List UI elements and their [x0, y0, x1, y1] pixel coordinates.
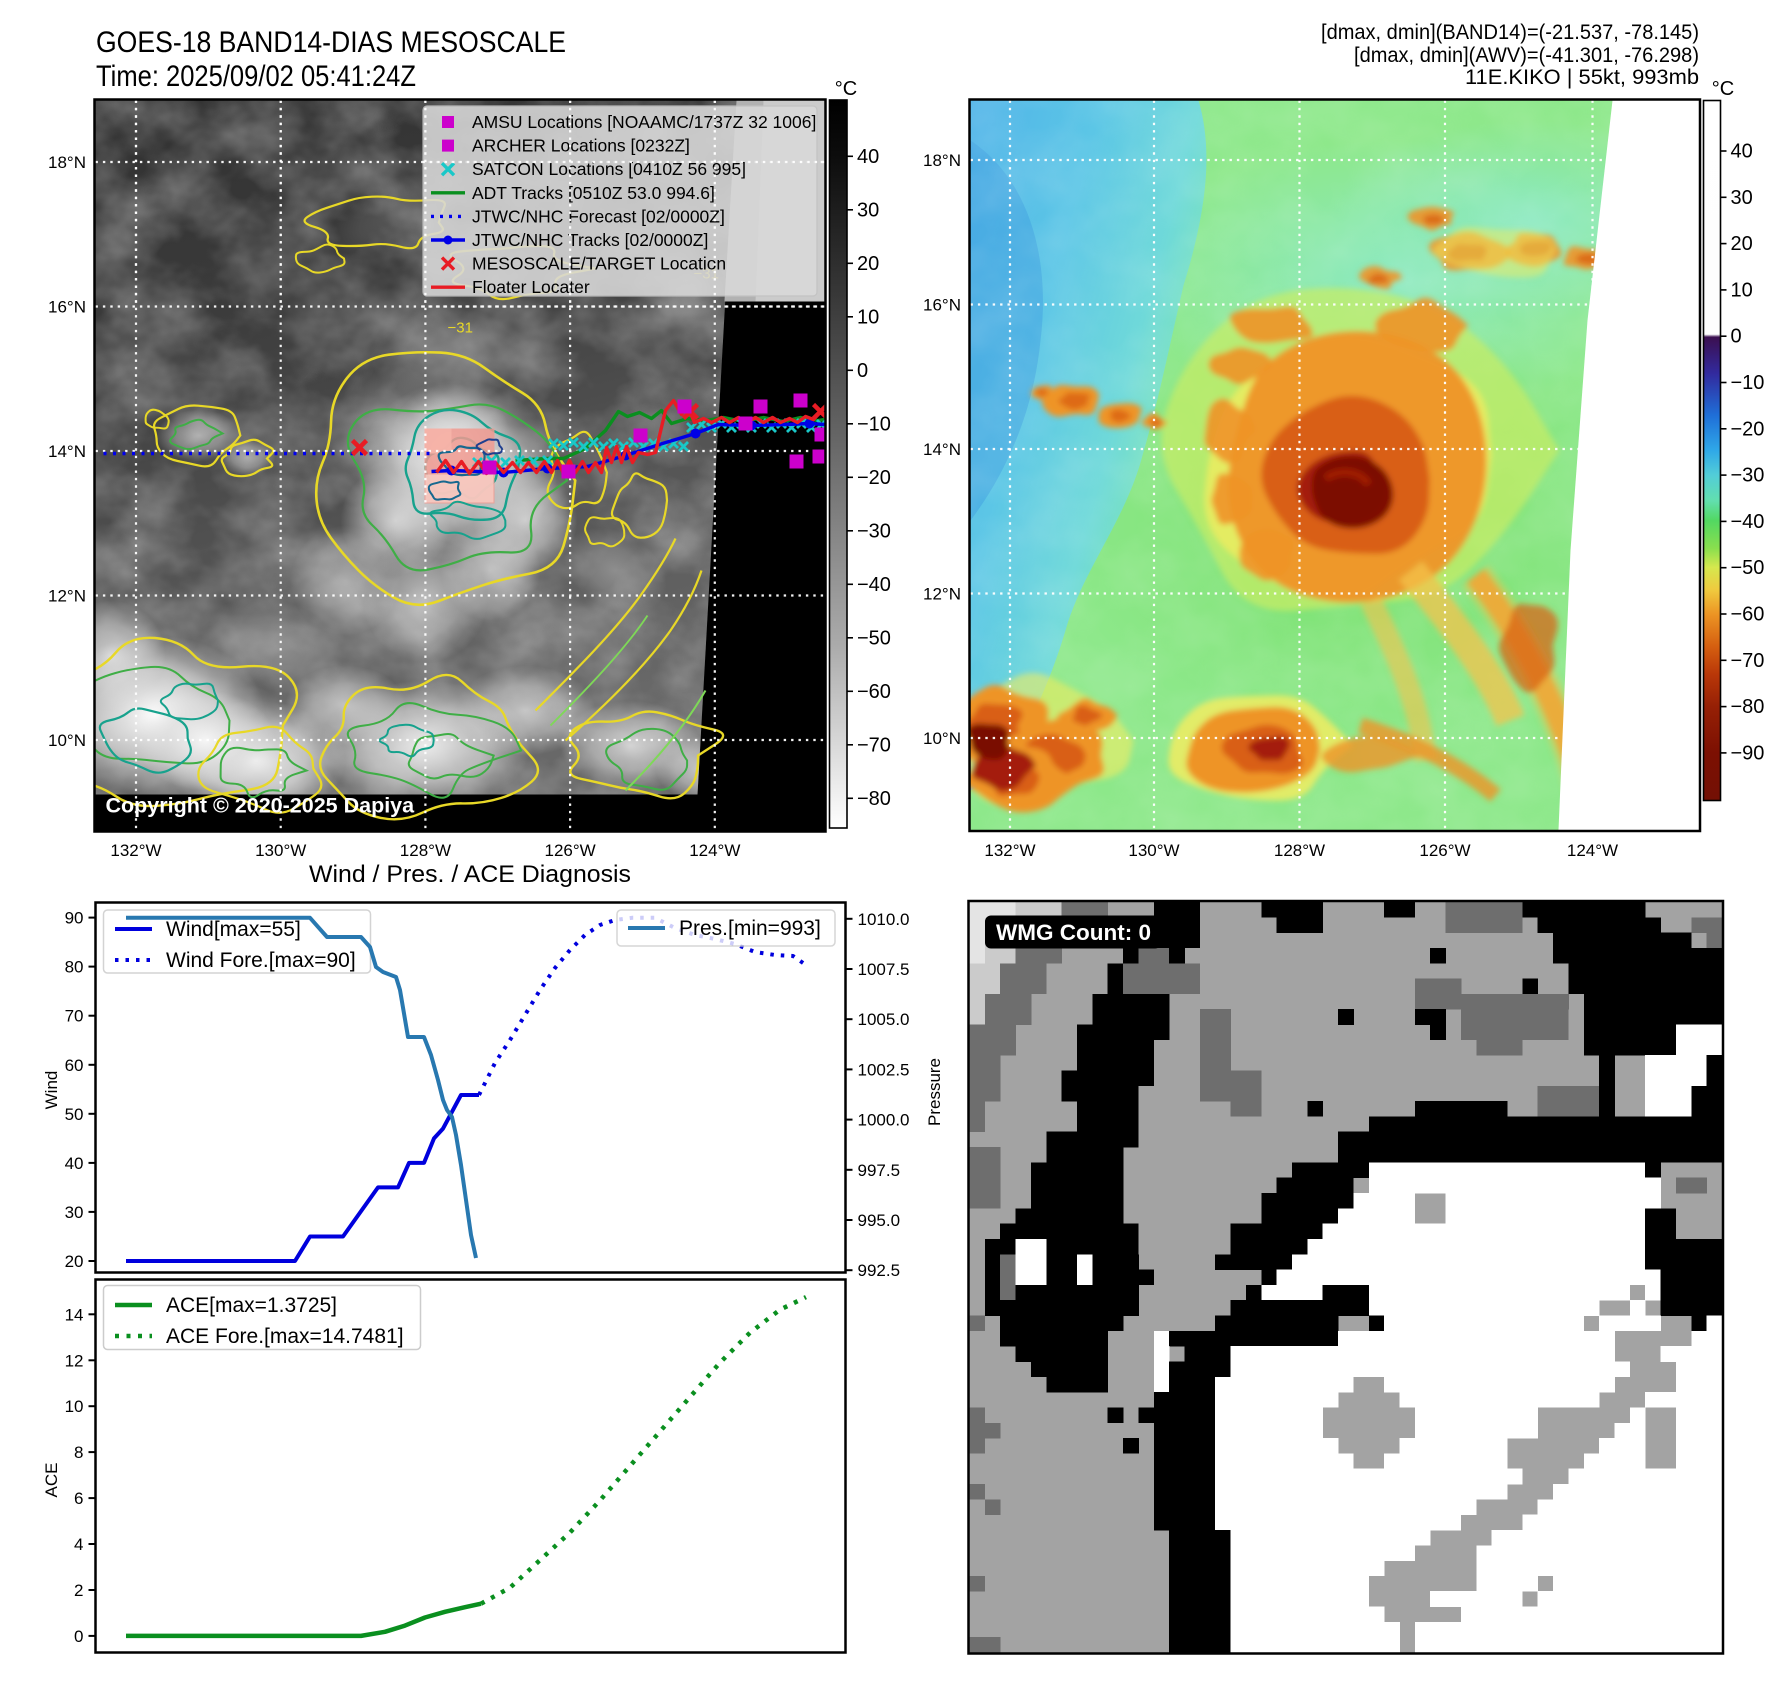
svg-text:130°W: 130°W: [1128, 841, 1179, 860]
svg-text:16°N: 16°N: [48, 298, 86, 317]
svg-text:12: 12: [65, 1351, 84, 1370]
svg-text:10°N: 10°N: [48, 731, 86, 750]
svg-text:−50: −50: [1731, 557, 1765, 579]
svg-text:992.5: 992.5: [858, 1261, 901, 1280]
svg-text:50: 50: [65, 1105, 84, 1124]
svg-text:124°W: 124°W: [1567, 841, 1618, 860]
svg-text:−20: −20: [857, 467, 891, 489]
svg-text:−31: −31: [448, 320, 473, 337]
svg-text:60: 60: [65, 1056, 84, 1075]
svg-text:−60: −60: [1731, 604, 1765, 626]
svg-text:130°W: 130°W: [255, 841, 306, 860]
svg-text:°C: °C: [835, 78, 857, 100]
svg-text:ACE: ACE: [42, 1463, 61, 1498]
svg-text:126°W: 126°W: [544, 841, 595, 860]
svg-text:JTWC/NHC Forecast [02/0000Z]: JTWC/NHC Forecast [02/0000Z]: [472, 206, 725, 226]
svg-text:8: 8: [74, 1443, 83, 1462]
svg-text:124°W: 124°W: [689, 841, 740, 860]
svg-text:14: 14: [65, 1305, 84, 1324]
svg-text:−10: −10: [1731, 372, 1765, 394]
svg-text:80: 80: [65, 958, 84, 977]
svg-text:−90: −90: [1731, 742, 1765, 764]
svg-text:128°W: 128°W: [1274, 841, 1325, 860]
svg-text:−10: −10: [857, 413, 891, 435]
svg-text:4: 4: [74, 1535, 83, 1554]
svg-text:20: 20: [65, 1252, 84, 1271]
svg-text:−60: −60: [857, 681, 891, 703]
svg-text:[dmax, dmin](AWV)=(-41.301, -7: [dmax, dmin](AWV)=(-41.301, -76.298): [1354, 43, 1699, 67]
svg-text:997.5: 997.5: [858, 1161, 901, 1180]
svg-text:−80: −80: [1731, 696, 1765, 718]
svg-text:0: 0: [857, 360, 868, 382]
svg-text:1005.0: 1005.0: [858, 1010, 910, 1029]
svg-text:SATCON Locations [0410Z 56 995: SATCON Locations [0410Z 56 995]: [472, 159, 746, 179]
svg-text:−50: −50: [857, 627, 891, 649]
svg-text:10: 10: [1731, 279, 1753, 301]
svg-text:16°N: 16°N: [923, 296, 961, 315]
svg-text:132°W: 132°W: [984, 841, 1035, 860]
svg-text:°C: °C: [1712, 78, 1734, 100]
svg-text:Copyright © 2020-2025 Dapiya: Copyright © 2020-2025 Dapiya: [106, 794, 416, 818]
svg-text:JTWC/NHC Tracks [02/0000Z]: JTWC/NHC Tracks [02/0000Z]: [472, 230, 708, 250]
svg-text:WMG Count: 0: WMG Count: 0: [996, 920, 1151, 945]
svg-text:14°N: 14°N: [923, 440, 961, 459]
svg-text:−40: −40: [857, 574, 891, 596]
svg-text:132°W: 132°W: [110, 841, 161, 860]
svg-text:ADT Tracks [0510Z 53.0 994.6]: ADT Tracks [0510Z 53.0 994.6]: [472, 183, 715, 203]
svg-text:Pres.[min=993]: Pres.[min=993]: [679, 917, 821, 940]
svg-text:Wind / Pres. / ACE Diagnosis: Wind / Pres. / ACE Diagnosis: [309, 861, 631, 888]
svg-text:12°N: 12°N: [48, 587, 86, 606]
svg-text:10: 10: [857, 306, 879, 328]
svg-text:10°N: 10°N: [923, 729, 961, 748]
svg-text:Wind[max=55]: Wind[max=55]: [166, 918, 301, 941]
svg-text:30: 30: [1731, 187, 1753, 209]
svg-text:30: 30: [65, 1203, 84, 1222]
svg-text:20: 20: [1731, 233, 1753, 255]
svg-text:−30: −30: [1731, 465, 1765, 487]
svg-text:70: 70: [65, 1007, 84, 1026]
svg-text:ACE Fore.[max=14.7481]: ACE Fore.[max=14.7481]: [166, 1325, 404, 1348]
svg-text:995.0: 995.0: [858, 1211, 901, 1230]
svg-text:11E.KIKO | 55kt, 993mb: 11E.KIKO | 55kt, 993mb: [1465, 65, 1699, 89]
svg-text:MESOSCALE/TARGET Location: MESOSCALE/TARGET Location: [472, 254, 726, 274]
svg-text:ACE[max=1.3725]: ACE[max=1.3725]: [166, 1294, 337, 1317]
svg-text:[dmax, dmin](BAND14)=(-21.537,: [dmax, dmin](BAND14)=(-21.537, -78.145): [1321, 20, 1699, 44]
svg-text:−70: −70: [857, 734, 891, 756]
svg-text:10: 10: [65, 1397, 84, 1416]
svg-text:40: 40: [857, 146, 879, 168]
svg-text:−40: −40: [1731, 511, 1765, 533]
svg-text:6: 6: [74, 1489, 83, 1508]
svg-text:40: 40: [65, 1154, 84, 1173]
svg-text:2: 2: [74, 1581, 83, 1600]
svg-text:ARCHER Locations [0232Z]: ARCHER Locations [0232Z]: [472, 136, 690, 156]
svg-text:14°N: 14°N: [48, 442, 86, 461]
svg-text:18°N: 18°N: [923, 151, 961, 170]
svg-text:Wind Fore.[max=90]: Wind Fore.[max=90]: [166, 949, 356, 972]
svg-text:−70: −70: [1731, 650, 1765, 672]
svg-text:Pressure: Pressure: [925, 1058, 944, 1126]
svg-text:1000.0: 1000.0: [858, 1111, 910, 1130]
svg-text:AMSU Locations [NOAAMC/1737Z 3: AMSU Locations [NOAAMC/1737Z 32 1006]: [472, 112, 816, 132]
svg-text:1010.0: 1010.0: [858, 910, 910, 929]
svg-text:20: 20: [857, 253, 879, 275]
svg-text:−30: −30: [857, 520, 891, 542]
svg-text:−80: −80: [857, 788, 891, 810]
svg-text:128°W: 128°W: [400, 841, 451, 860]
svg-text:Wind: Wind: [42, 1071, 61, 1110]
svg-text:18°N: 18°N: [48, 153, 86, 172]
svg-text:1007.5: 1007.5: [858, 960, 910, 979]
svg-text:40: 40: [1731, 141, 1753, 163]
svg-text:0: 0: [1731, 326, 1742, 348]
svg-text:0: 0: [74, 1627, 83, 1646]
svg-text:30: 30: [857, 199, 879, 221]
svg-text:90: 90: [65, 909, 84, 928]
svg-text:1002.5: 1002.5: [858, 1060, 910, 1079]
svg-text:Floater Locater: Floater Locater: [472, 277, 590, 297]
svg-text:−20: −20: [1731, 418, 1765, 440]
svg-text:GOES-18 BAND14-DIAS MESOSCALE: GOES-18 BAND14-DIAS MESOSCALE: [96, 26, 566, 59]
svg-text:126°W: 126°W: [1419, 841, 1470, 860]
svg-text:Time: 2025/09/02 05:41:24Z: Time: 2025/09/02 05:41:24Z: [96, 60, 416, 93]
svg-text:12°N: 12°N: [923, 585, 961, 604]
